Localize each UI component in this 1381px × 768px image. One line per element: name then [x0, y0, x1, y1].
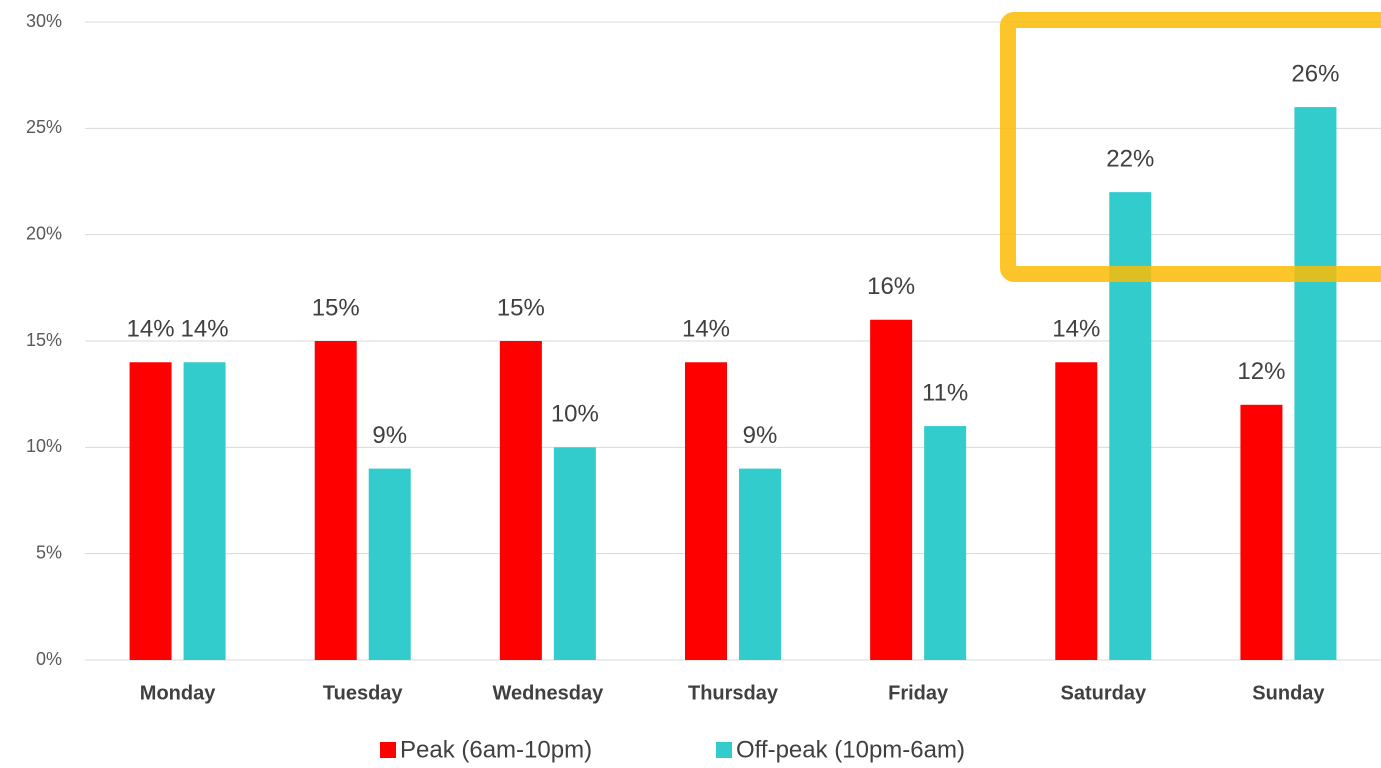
- legend-label: Off-peak (10pm-6am): [736, 736, 965, 763]
- bar: [870, 319, 913, 660]
- bar: [499, 341, 542, 660]
- data-label: 15%: [497, 294, 545, 321]
- bar: [685, 362, 727, 660]
- bar: [314, 341, 357, 660]
- bar: [739, 468, 781, 660]
- x-tick-label: Friday: [888, 682, 949, 704]
- y-tick-label: 25%: [26, 117, 62, 137]
- data-label: 22%: [1106, 145, 1154, 172]
- data-label: 14%: [1052, 316, 1100, 343]
- bar: [553, 447, 596, 660]
- bar: [183, 362, 226, 660]
- y-tick-label: 10%: [26, 436, 62, 456]
- legend-swatch: [380, 742, 396, 758]
- x-tick-label: Wednesday: [492, 682, 604, 704]
- data-label: 14%: [181, 316, 229, 343]
- bar: [129, 362, 172, 660]
- legend-swatch: [716, 742, 732, 758]
- bar: [924, 426, 967, 660]
- bar: [1294, 107, 1337, 661]
- data-label: 14%: [682, 316, 730, 343]
- data-label: 9%: [372, 422, 407, 449]
- bar: [1109, 192, 1152, 660]
- data-label: 16%: [867, 273, 915, 300]
- y-tick-label: 15%: [26, 330, 62, 350]
- bar: [1055, 362, 1098, 660]
- data-label: 14%: [127, 316, 175, 343]
- data-label: 10%: [551, 401, 599, 428]
- data-label: 11%: [922, 379, 968, 406]
- y-tick-label: 30%: [26, 11, 62, 31]
- x-tick-label: Sunday: [1252, 682, 1325, 704]
- data-label: 15%: [312, 294, 360, 321]
- highlight-box: [1000, 12, 1381, 282]
- y-tick-label: 5%: [36, 542, 62, 562]
- x-tick-label: Monday: [140, 682, 216, 704]
- x-tick-label: Saturday: [1060, 682, 1146, 704]
- bar: [368, 468, 411, 660]
- y-tick-label: 0%: [36, 649, 62, 669]
- legend-label: Peak (6am-10pm): [400, 736, 592, 763]
- x-tick-label: Tuesday: [323, 682, 404, 704]
- bar: [1240, 404, 1283, 660]
- data-label: 12%: [1237, 358, 1285, 385]
- data-label: 9%: [743, 422, 778, 449]
- y-tick-label: 20%: [26, 223, 62, 243]
- x-tick-label: Thursday: [688, 682, 779, 704]
- data-label: 26%: [1291, 60, 1339, 87]
